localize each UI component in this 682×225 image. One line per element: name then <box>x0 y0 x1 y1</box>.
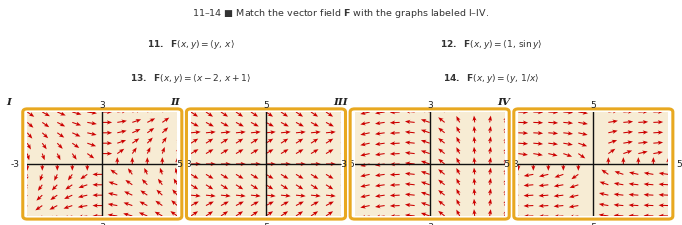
Text: -3: -3 <box>98 222 107 225</box>
Text: $\mathbf{13.}$  $\mathbf{F}$$(x, y) = \langle x-2,\, x+1\rangle$: $\mathbf{13.}$ $\mathbf{F}$$(x, y) = \la… <box>130 72 252 85</box>
Text: -3: -3 <box>338 160 347 169</box>
Text: -5: -5 <box>175 160 183 169</box>
Text: 11–14 $\blacksquare$ Match the vector field $\mathbf{F}$ with the graphs labeled: 11–14 $\blacksquare$ Match the vector fi… <box>192 7 490 20</box>
Text: $\mathbf{11.}$  $\mathbf{F}$$(x, y) = \langle y,\, x\rangle$: $\mathbf{11.}$ $\mathbf{F}$$(x, y) = \la… <box>147 38 235 51</box>
Text: 3: 3 <box>427 100 432 109</box>
Text: I: I <box>6 97 11 106</box>
Text: II: II <box>170 97 179 106</box>
Text: 5: 5 <box>676 160 681 169</box>
Text: 5: 5 <box>263 100 269 109</box>
Text: -5: -5 <box>502 160 511 169</box>
Text: -3: -3 <box>11 160 20 169</box>
Text: 3: 3 <box>100 100 105 109</box>
Text: IV: IV <box>497 97 510 106</box>
Text: 5: 5 <box>591 100 596 109</box>
Text: 5: 5 <box>349 160 354 169</box>
Text: -3: -3 <box>425 222 434 225</box>
Text: -5: -5 <box>261 222 271 225</box>
Text: $\mathbf{14.}$  $\mathbf{F}$$(x, y) = \langle y,\, 1/x\rangle$: $\mathbf{14.}$ $\mathbf{F}$$(x, y) = \la… <box>443 72 539 85</box>
Text: -5: -5 <box>589 222 598 225</box>
Text: 3: 3 <box>512 160 518 169</box>
Text: $\mathbf{12.}$  $\mathbf{F}$$(x, y) = \langle 1,\, \sin y\rangle$: $\mathbf{12.}$ $\mathbf{F}$$(x, y) = \la… <box>440 38 542 51</box>
Text: III: III <box>333 97 349 106</box>
Text: 3: 3 <box>185 160 190 169</box>
